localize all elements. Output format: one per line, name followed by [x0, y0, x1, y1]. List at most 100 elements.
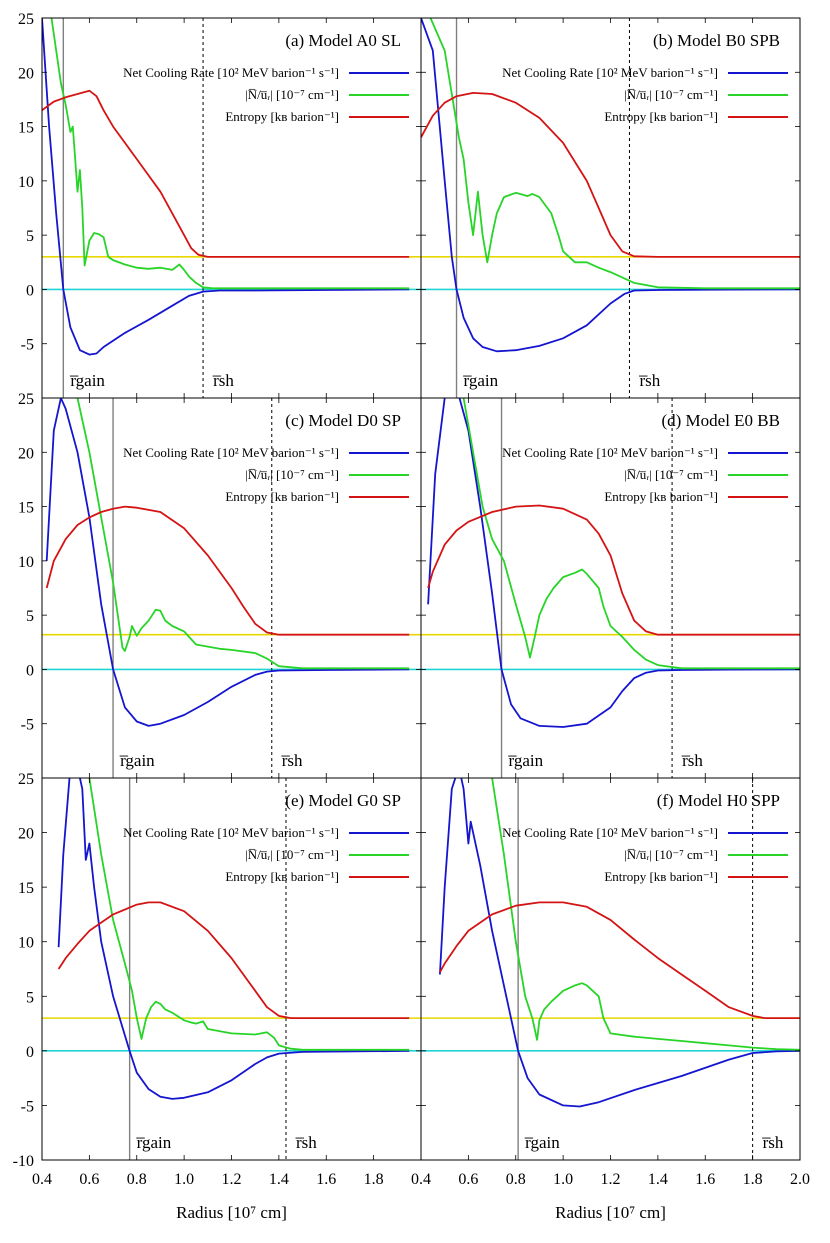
gain-radius-label: r̅gain [69, 371, 105, 390]
y-tick-label: 20 [18, 445, 34, 462]
y-tick-label: 15 [18, 500, 34, 517]
y-tick-label: 5 [26, 989, 34, 1006]
y-tick-label: -5 [21, 717, 34, 734]
x-tick-label: 0.4 [411, 1171, 431, 1188]
y-tick-label: 15 [18, 120, 34, 137]
legend-label-cooling: Net Cooling Rate [10² MeV barion⁻¹ s⁻¹] [123, 65, 339, 80]
legend-label-cooling: Net Cooling Rate [10² MeV barion⁻¹ s⁻¹] [502, 445, 718, 460]
legend-label-entropy: Entropy [kʙ barion⁻¹] [225, 869, 339, 884]
nbar-series-line [50, 18, 410, 290]
y-tick-label: 25 [18, 391, 34, 408]
legend-label-nbar: |N̅/u̅ᵣ| [10⁻⁷ cm⁻¹] [245, 87, 339, 102]
panel-5: (e) Model G0 SP Net Cooling Rate [10² MeV… [41, 777, 422, 1161]
panel-1: (a) Model A0 SL Net Cooling Rate [10² MeV… [41, 17, 422, 399]
y-tick-label: 0 [26, 1044, 34, 1061]
y-tick-label: 5 [26, 228, 34, 245]
y-tick-label: -5 [21, 1098, 34, 1115]
cooling-series-line [421, 18, 800, 353]
entropy-series-line [42, 89, 410, 258]
nbar-series-line [429, 18, 800, 290]
legend-label-cooling: Net Cooling Rate [10² MeV barion⁻¹ s⁻¹] [123, 825, 339, 840]
nbar-series-line [76, 398, 410, 670]
panel-title: (d) Model E0 BB [661, 411, 780, 430]
x-tick-label: 1.2 [601, 1171, 621, 1188]
entropy-series-line [57, 901, 410, 1019]
legend-label-entropy: Entropy [kʙ barion⁻¹] [604, 489, 718, 504]
nbar-series-line [462, 398, 800, 670]
x-tick-label: 1.6 [316, 1171, 336, 1188]
y-tick-label: 25 [18, 11, 34, 28]
entropy-series-line [427, 504, 800, 636]
legend-label-nbar: |N̅/u̅ᵣ| [10⁻⁷ cm⁻¹] [245, 847, 339, 862]
shock-radius-label: r̅sh [638, 371, 660, 390]
panel-3: (c) Model D0 SP Net Cooling Rate [10² MeV… [41, 397, 422, 779]
panel-2: (b) Model B0 SPB Net Cooling Rate [10² Me… [420, 17, 801, 399]
shock-radius-label: r̅sh [212, 371, 234, 390]
y-tick-label: 15 [18, 880, 34, 897]
y-tick-label: 10 [18, 554, 34, 571]
legend-label-nbar: |N̅/u̅ᵣ| [10⁻⁷ cm⁻¹] [624, 467, 718, 482]
legend-label-cooling: Net Cooling Rate [10² MeV barion⁻¹ s⁻¹] [502, 825, 718, 840]
y-tick-label: 0 [26, 282, 34, 299]
cooling-series-line [57, 778, 410, 1100]
gain-radius-label: r̅gain [119, 751, 155, 770]
legend-label-entropy: Entropy [kʙ barion⁻¹] [604, 109, 718, 124]
plot-area [42, 778, 421, 1160]
plot-area [42, 398, 421, 778]
panel-title: (a) Model A0 SL [285, 31, 401, 50]
panel-title: (e) Model G0 SP [285, 791, 401, 810]
gain-radius-label: r̅gain [135, 1133, 171, 1152]
legend-label-nbar: |N̅/u̅ᵣ| [10⁻⁷ cm⁻¹] [624, 847, 718, 862]
cooling-series-line [427, 398, 800, 728]
shock-radius-label: r̅sh [681, 751, 703, 770]
gain-radius-label: r̅gain [507, 751, 543, 770]
shock-radius-label: r̅sh [295, 1133, 317, 1152]
legend-label-entropy: Entropy [kʙ barion⁻¹] [604, 869, 718, 884]
panel-title: (f) Model H0 SPP [657, 791, 780, 810]
legend-label-nbar: |N̅/u̅ᵣ| [10⁻⁷ cm⁻¹] [245, 467, 339, 482]
x-tick-label: 1.2 [222, 1171, 242, 1188]
gain-radius-label: r̅gain [524, 1133, 560, 1152]
y-tick-label: 10 [18, 174, 34, 191]
cooling-series-line [439, 778, 800, 1108]
legend-label-cooling: Net Cooling Rate [10² MeV barion⁻¹ s⁻¹] [502, 65, 718, 80]
y-tick-label: 5 [26, 608, 34, 625]
legend-label-entropy: Entropy [kʙ barion⁻¹] [225, 489, 339, 504]
entropy-series-line [45, 505, 410, 636]
panel-4: (d) Model E0 BB Net Cooling Rate [10² MeV… [420, 397, 801, 779]
x-tick-label: 1.8 [364, 1171, 384, 1188]
x-tick-label: 0.8 [506, 1171, 526, 1188]
shock-radius-label: r̅sh [761, 1133, 783, 1152]
plot-area [421, 398, 800, 778]
gain-radius-label: r̅gain [462, 371, 498, 390]
x-tick-label: 1.0 [553, 1171, 573, 1188]
y-tick-label: 10 [18, 935, 34, 952]
legend-label-nbar: |N̅/u̅ᵣ| [10⁻⁷ cm⁻¹] [624, 87, 718, 102]
y-tick-label: 20 [18, 826, 34, 843]
cooling-series-line [42, 18, 410, 356]
x-tick-label: 1.4 [269, 1171, 289, 1188]
panel-6: (f) Model H0 SPP Net Cooling Rate [10² Me… [420, 777, 801, 1161]
legend-label-entropy: Entropy [kʙ barion⁻¹] [225, 109, 339, 124]
cooling-series-line [45, 398, 410, 727]
plot-area [42, 18, 421, 398]
legend-label-cooling: Net Cooling Rate [10² MeV barion⁻¹ s⁻¹] [123, 445, 339, 460]
y-tick-label: -5 [21, 337, 34, 354]
x-tick-label: 2.0 [790, 1171, 810, 1188]
plot-area [421, 778, 800, 1160]
y-tick-label: 25 [18, 771, 34, 788]
entropy-series-line [421, 92, 800, 258]
x-tick-label: 1.8 [743, 1171, 763, 1188]
shock-radius-label: r̅sh [281, 751, 303, 770]
y-tick-label: 0 [26, 662, 34, 679]
plot-area [421, 18, 800, 398]
x-tick-label: 1.0 [174, 1171, 194, 1188]
x-axis-label: Radius [10⁷ cm] [555, 1203, 666, 1222]
panel-title: (b) Model B0 SPB [653, 31, 780, 50]
entropy-series-line [439, 901, 800, 1019]
x-tick-label: 1.4 [648, 1171, 668, 1188]
nbar-series-line [88, 778, 410, 1051]
x-tick-label: 0.6 [79, 1171, 99, 1188]
y-tick-label: 20 [18, 65, 34, 82]
